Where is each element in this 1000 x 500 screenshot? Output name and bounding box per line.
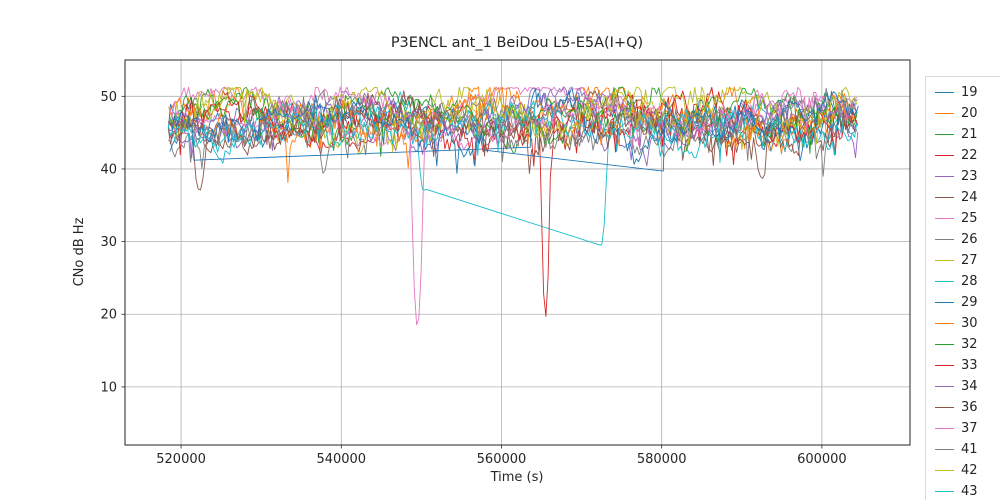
series-line-42: [170, 86, 858, 153]
legend-entry-29: 29: [935, 292, 1000, 313]
x-tick-label: 540000: [316, 452, 366, 467]
legend-entry-43: 43: [935, 481, 1000, 500]
legend-label: 43: [961, 484, 978, 499]
series-line-41: [168, 87, 858, 161]
legend-entry-26: 26: [935, 229, 1000, 250]
y-tick-label: 40: [100, 162, 117, 177]
legend-label: 30: [961, 316, 978, 331]
legend-line-swatch: [935, 155, 954, 156]
legend-label: 19: [961, 85, 978, 100]
legend-entry-23: 23: [935, 166, 1000, 187]
legend-label: 20: [961, 106, 978, 121]
legend-line-swatch: [935, 323, 954, 324]
legend-line-swatch: [935, 344, 954, 345]
legend-label: 21: [961, 127, 978, 142]
series-line-27: [171, 86, 857, 155]
legend-entry-19: 19: [935, 82, 1000, 103]
plot-area-border: [124, 59, 911, 446]
legend-line-swatch: [935, 134, 954, 135]
x-tick-label: 520000: [156, 452, 206, 467]
x-tick-label: 600000: [797, 452, 847, 467]
legend-entry-25: 25: [935, 208, 1000, 229]
legend-entry-42: 42: [935, 460, 1000, 481]
series-line-32: [170, 87, 858, 154]
legend-label: 25: [961, 211, 978, 226]
legend-line-swatch: [935, 113, 954, 114]
legend: 19 20 21 22 23 24 25 26 27 28 29 30 32 33 34 36 37 41 42 43…: [925, 76, 1000, 500]
legend-label: 37: [961, 421, 978, 436]
x-axis-label: Time (s): [490, 470, 544, 485]
legend-entry-37: 37: [935, 418, 1000, 439]
legend-line-swatch: [935, 470, 954, 471]
legend-entry-21: 21: [935, 124, 1000, 145]
legend-line-swatch: [935, 365, 954, 366]
series-line-44: [169, 91, 857, 174]
legend-entry-22: 22: [935, 145, 1000, 166]
x-tick-label: 560000: [477, 452, 527, 467]
legend-label: 29: [961, 295, 978, 310]
legend-entry-20: 20: [935, 103, 1000, 124]
series-line-36: [167, 90, 857, 179]
legend-line-swatch: [935, 239, 954, 240]
legend-label: 34: [961, 379, 978, 394]
legend-line-swatch: [935, 260, 954, 261]
legend-line-swatch: [935, 386, 954, 387]
legend-entry-34: 34: [935, 376, 1000, 397]
legend-entry-36: 36: [935, 397, 1000, 418]
y-tick-label: 10: [100, 380, 117, 395]
legend-label: 24: [961, 190, 978, 205]
legend-line-swatch: [935, 281, 954, 282]
legend-entry-27: 27: [935, 250, 1000, 271]
series-line-33: [168, 86, 859, 317]
legend-entry-28: 28: [935, 271, 1000, 292]
x-tick-label: 580000: [637, 452, 687, 467]
legend-entry-32: 32: [935, 334, 1000, 355]
legend-label: 26: [961, 232, 978, 247]
legend-label: 27: [961, 253, 978, 268]
legend-label: 33: [961, 358, 978, 373]
y-axis-label: CNo dB Hz: [72, 217, 87, 286]
y-tick-label: 30: [100, 235, 117, 250]
legend-line-swatch: [935, 176, 954, 177]
legend-label: 23: [961, 169, 978, 184]
legend-label: 41: [961, 442, 978, 457]
grid-layer: [125, 60, 910, 445]
series-line-26: [168, 94, 858, 177]
legend-entry-33: 33: [935, 355, 1000, 376]
legend-label: 36: [961, 400, 978, 415]
legend-line-swatch: [935, 92, 954, 93]
series-line-43: [167, 100, 858, 164]
legend-entry-30: 30: [935, 313, 1000, 334]
legend-label: 32: [961, 337, 978, 352]
legend-label: 22: [961, 148, 978, 163]
legend-line-swatch: [935, 302, 954, 303]
series-layer: [167, 86, 859, 326]
legend-line-swatch: [935, 491, 954, 492]
legend-line-swatch: [935, 428, 954, 429]
legend-line-swatch: [935, 197, 954, 198]
legend-line-swatch: [935, 218, 954, 219]
legend-entry-41: 41: [935, 439, 1000, 460]
legend-entry-24: 24: [935, 187, 1000, 208]
legend-label: 42: [961, 463, 978, 478]
series-line-25: [170, 86, 858, 148]
legend-line-swatch: [935, 407, 954, 408]
y-tick-label: 50: [100, 90, 117, 105]
chart-title: P3ENCL ant_1 BeiDou L5-E5A(I+Q): [391, 35, 643, 51]
y-tick-label: 20: [100, 308, 117, 323]
axis-layer: 520000 540000 560000 580000 600000 10 20 30 40 50: [100, 90, 846, 467]
legend-label: 28: [961, 274, 978, 289]
legend-line-swatch: [935, 449, 954, 450]
